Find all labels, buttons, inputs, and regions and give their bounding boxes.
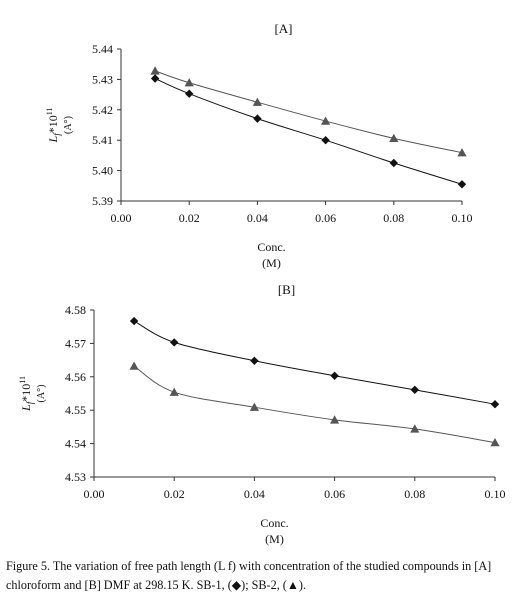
- chart-b-x-tick-label: 0.04: [244, 487, 265, 501]
- chart-b-x-tick-label: 0.06: [324, 487, 345, 501]
- chart-a-series-1-point: [253, 114, 262, 123]
- chart-a-series-1-point: [457, 180, 467, 189]
- chart-b-x-label-unit: (M): [265, 532, 284, 546]
- chart-a-series-2-point: [321, 116, 331, 125]
- chart-b-series-1-point: [129, 316, 139, 326]
- chart-a-x-tick-label: 0.02: [179, 211, 200, 225]
- chart-b-x-tick-label: 0.08: [404, 487, 425, 501]
- chart-a-series-2-point: [457, 148, 467, 157]
- chart-a-y-label-unit: (A°): [63, 116, 74, 134]
- chart-b-series-2-line: [133, 365, 496, 444]
- chart-a-x-label: Conc.: [257, 240, 285, 254]
- chart-a-y-tick-label: 5.43: [92, 72, 113, 86]
- chart-b-series-1-point: [490, 399, 500, 409]
- chart-b: [B] 4.53 4.54 4.55 4.56 4.57 4.58 0.00 0.02 0.04 0…: [18, 282, 506, 546]
- chart-a-y-tick-label: 5.42: [92, 103, 113, 117]
- chart-a-y-tick-label: 5.44: [92, 42, 113, 56]
- chart-a-y-tick-label: 5.40: [92, 164, 113, 178]
- chart-b-series-1-line: [133, 320, 496, 405]
- chart-a-series-2-point: [252, 97, 262, 106]
- chart-b-y-tick-label: 4.54: [65, 437, 86, 451]
- chart-b-y-label-unit: (A°): [36, 385, 47, 403]
- chart-b-y-tick-label: 4.55: [65, 403, 86, 417]
- chart-b-series-1-point: [170, 338, 179, 347]
- chart-a: [A] 5.39 5.40 5.41 5.42 5.43 5.44 0.00 0.02 0.04 0…: [45, 21, 473, 270]
- caption-line-1: Figure 5. The variation of free path len…: [6, 559, 492, 573]
- chart-b-x-tick-label: 0.00: [84, 487, 105, 501]
- chart-a-series-1-point: [150, 74, 160, 83]
- chart-a-x-tick-label: 0.08: [383, 211, 404, 225]
- chart-b-y-tick-label: 4.57: [65, 336, 86, 350]
- chart-b-series-1-point: [410, 385, 419, 395]
- chart-b-series-2-point: [330, 415, 340, 424]
- chart-a-y-tick-label: 5.39: [92, 194, 113, 208]
- chart-b-x-label: Conc.: [260, 516, 288, 530]
- chart-a-x-tick-label: 0.04: [247, 211, 268, 225]
- chart-b-series-2-point: [490, 437, 500, 447]
- chart-a-series-2-point: [150, 66, 160, 75]
- chart-a-x-tick-label: 0.10: [452, 211, 473, 225]
- chart-b-series-2-point: [410, 424, 420, 433]
- chart-a-series-2-point: [184, 78, 194, 87]
- chart-a-y-tick-label: 5.41: [92, 133, 113, 147]
- chart-a-y-label: Lf*1011: [45, 108, 62, 144]
- chart-b-x-tick-label: 0.10: [485, 487, 506, 501]
- chart-a-x-tick-label: 0.00: [111, 211, 132, 225]
- chart-b-series-2-point: [249, 402, 259, 411]
- chart-b-x-tick-label: 0.02: [164, 487, 185, 501]
- chart-b-series-1-point: [250, 356, 259, 365]
- chart-a-series-2-point: [389, 133, 399, 143]
- chart-a-x-tick-label: 0.06: [315, 211, 336, 225]
- chart-a-series-1-point: [185, 89, 194, 98]
- caption-line-2: chloroform and [B] DMF at 298.15 K. SB-1…: [6, 578, 307, 592]
- chart-b-series-2-point: [129, 361, 139, 370]
- chart-b-title: [B]: [278, 282, 295, 297]
- chart-b-y-tick-label: 4.53: [65, 470, 86, 484]
- chart-a-x-label-unit: (M): [262, 256, 281, 270]
- chart-b-y-tick-label: 4.58: [65, 303, 86, 317]
- chart-a-series-2-line: [154, 70, 463, 154]
- figure-caption: Figure 5. The variation of free path len…: [6, 557, 511, 595]
- chart-a-title: [A]: [274, 21, 292, 36]
- chart-a-series-1-point: [389, 158, 398, 168]
- chart-b-series-2-point: [169, 387, 179, 396]
- chart-b-y-label: Lf*1011: [18, 376, 35, 412]
- chart-b-series-1-point: [330, 371, 339, 380]
- chart-a-series-1-point: [321, 136, 330, 145]
- chart-a-series-1-line: [154, 78, 463, 185]
- chart-b-y-tick-label: 4.56: [65, 370, 86, 384]
